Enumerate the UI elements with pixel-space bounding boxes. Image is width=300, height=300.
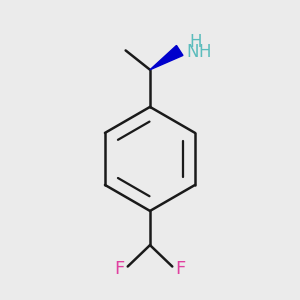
Text: H: H	[198, 43, 211, 61]
Polygon shape	[150, 45, 183, 70]
Text: H: H	[190, 33, 202, 51]
Text: F: F	[114, 260, 124, 278]
Text: N: N	[187, 43, 199, 61]
Text: F: F	[176, 260, 186, 278]
